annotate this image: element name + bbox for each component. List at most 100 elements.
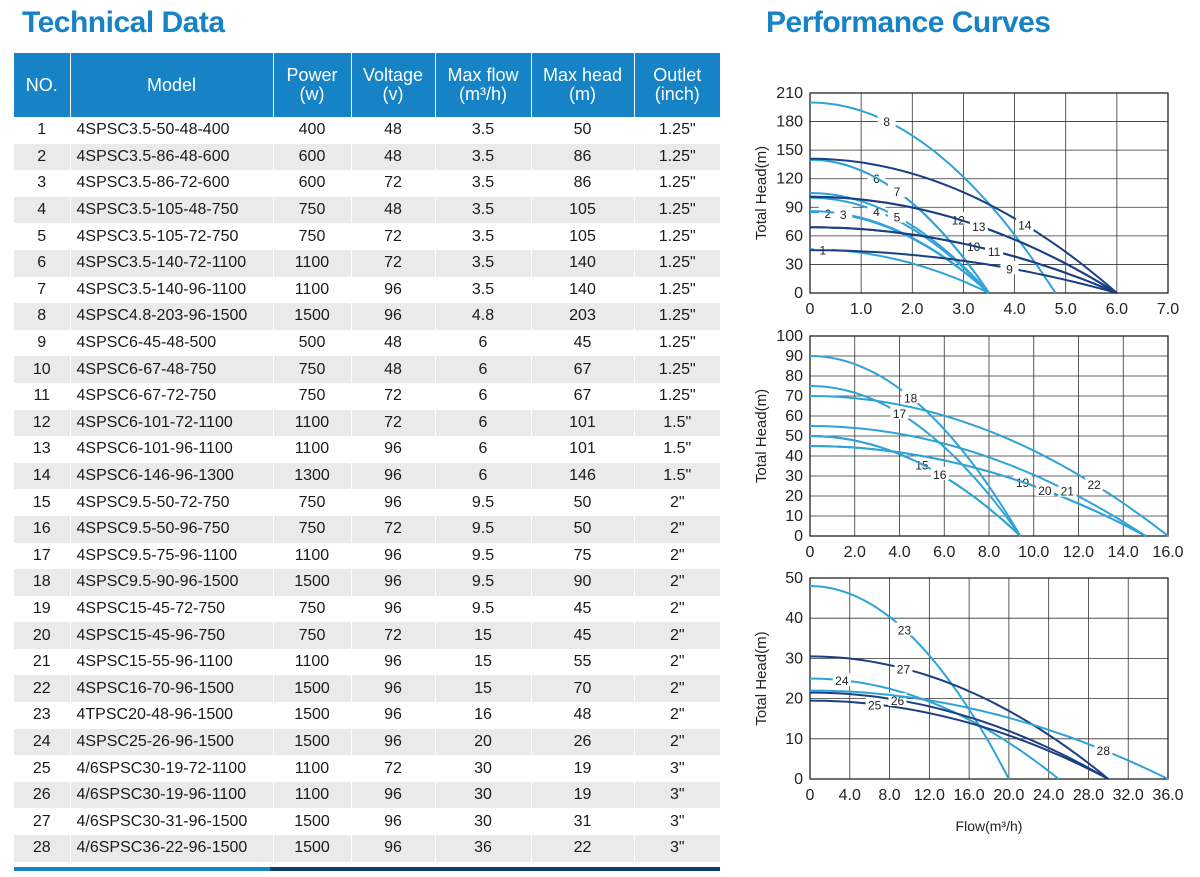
table-row: 23 4TPSC20-48-96-1500 1500 96 16 48 2" <box>14 702 720 729</box>
cell-max-head: 22 <box>530 835 634 862</box>
cell-max-head: 55 <box>530 648 634 676</box>
cell-voltage: 72 <box>350 170 435 197</box>
table-row: 9 4SPSC6-45-48-500 500 48 6 45 1.25" <box>14 329 720 357</box>
y-tick-label: 90 <box>785 348 803 365</box>
cell-no: 11 <box>14 382 70 410</box>
cell-model: 4SPSC6-101-72-1100 <box>69 409 273 437</box>
x-tick-label: 12.0 <box>1063 544 1094 561</box>
header-voltage: Voltage (v) <box>350 53 435 117</box>
curve-16 <box>809 435 1021 537</box>
cell-outlet: 1.5" <box>633 409 720 437</box>
curve-label-bg <box>930 467 949 481</box>
y-tick-label: 40 <box>785 448 803 465</box>
cell-power: 1100 <box>272 276 351 304</box>
y-tick-label: 50 <box>785 570 803 587</box>
cell-max-flow: 6 <box>434 356 531 383</box>
cell-max-flow: 3.5 <box>434 196 531 224</box>
table-row: 10 4SPSC6-67-48-750 750 48 6 67 1.25" <box>14 356 720 383</box>
y-tick-label: 100 <box>776 328 803 345</box>
header-label: Power <box>286 65 338 85</box>
cell-model: 4SPSC9.5-50-72-750 <box>69 489 273 516</box>
cell-voltage: 96 <box>350 595 435 623</box>
cell-max-flow: 36 <box>434 835 531 862</box>
y-tick-label: 0 <box>794 285 803 302</box>
cell-max-flow: 9.5 <box>434 489 531 516</box>
cell-model: 4SPSC6-146-96-1300 <box>69 462 273 490</box>
curve-label: 7 <box>894 185 901 199</box>
cell-power: 1500 <box>272 835 351 862</box>
cell-no: 13 <box>14 436 70 463</box>
header-label: Model <box>146 74 197 95</box>
cell-no: 16 <box>14 515 70 543</box>
cell-no: 2 <box>14 143 70 171</box>
cell-model: 4SPSC3.5-105-48-750 <box>69 196 273 224</box>
curve-label: 26 <box>891 694 905 708</box>
x-tick-label: 7.0 <box>1157 301 1179 318</box>
cell-max-flow: 20 <box>434 728 531 756</box>
curve-label: 24 <box>835 674 849 688</box>
performance-chart-3: 0 4.0 8.0 12.0 16.0 20.0 24.0 28.0 32.0 36.0 0 10 20… <box>753 570 1184 834</box>
curve-25 <box>809 699 1109 780</box>
cell-max-head: 140 <box>530 276 634 304</box>
curve-17 <box>809 385 1022 537</box>
cell-power: 750 <box>272 356 351 383</box>
header-max-head: Max head (m) <box>530 53 634 117</box>
curve-22 <box>809 395 1169 537</box>
cell-model: 4SPSC15-55-96-1100 <box>69 648 273 676</box>
y-tick-label: 20 <box>785 691 803 708</box>
cell-outlet: 2" <box>633 542 720 570</box>
cell-outlet: 2" <box>633 675 720 703</box>
table-row: 14 4SPSC6-146-96-1300 1300 96 6 146 1.5" <box>14 462 720 490</box>
cell-no: 25 <box>14 755 70 782</box>
cell-outlet: 1.25" <box>633 303 720 330</box>
cell-max-flow: 3.5 <box>434 170 531 197</box>
table-row: 19 4SPSC15-45-72-750 750 96 9.5 45 2" <box>14 595 720 623</box>
x-tick-label: 4.0 <box>888 544 910 561</box>
y-tick-label: 30 <box>785 256 803 273</box>
cell-voltage: 72 <box>350 382 435 410</box>
cell-outlet: 1.5" <box>633 436 720 463</box>
header-label: Max flow <box>447 65 519 85</box>
cell-outlet: 2" <box>633 595 720 623</box>
table-bottom-rule-dark <box>270 867 720 871</box>
cell-voltage: 96 <box>350 728 435 756</box>
cell-no: 22 <box>14 675 70 703</box>
x-axis-label: Flow(m³/h) <box>956 818 1023 834</box>
x-tick-label: 6.0 <box>933 544 955 561</box>
cell-no: 4 <box>14 196 70 224</box>
cell-voltage: 96 <box>350 542 435 570</box>
cell-max-flow: 6 <box>434 382 531 410</box>
curve-label: 21 <box>1061 485 1075 499</box>
header-model: Model <box>69 53 273 117</box>
header-label: Max head <box>542 65 623 85</box>
curve-20 <box>809 445 1147 537</box>
cell-max-flow: 3.5 <box>434 276 531 304</box>
cell-model: 4SPSC3.5-105-72-750 <box>69 223 273 250</box>
x-tick-label: 6.0 <box>1106 301 1128 318</box>
cell-max-head: 67 <box>530 382 634 410</box>
x-tick-label: 4.0 <box>1003 301 1025 318</box>
cell-power: 1500 <box>272 808 351 836</box>
cell-model: 4SPSC4.8-203-96-1500 <box>69 303 273 330</box>
table-header-row: NO. Model Power (w) Voltage (v) Max flow (m… <box>14 53 720 117</box>
table-row: 11 4SPSC6-67-72-750 750 72 6 67 1.25" <box>14 382 720 410</box>
cell-outlet: 1.25" <box>633 329 720 357</box>
cell-power: 750 <box>272 223 351 250</box>
x-tick-label: 2.0 <box>844 544 866 561</box>
cell-max-head: 50 <box>530 489 634 516</box>
x-tick-label: 1.0 <box>850 301 872 318</box>
performance-curves-title: Performance Curves <box>766 6 1051 39</box>
cell-power: 1100 <box>272 409 351 437</box>
cell-no: 27 <box>14 808 70 836</box>
cell-model: 4SPSC6-67-72-750 <box>69 382 273 410</box>
y-tick-label: 60 <box>785 228 803 245</box>
curve-label-bg <box>969 218 988 232</box>
cell-power: 1500 <box>272 702 351 729</box>
curve-label: 3 <box>840 208 847 222</box>
cell-power: 1500 <box>272 569 351 596</box>
curve-label-bg <box>1035 483 1054 497</box>
x-tick-label: 12.0 <box>914 787 945 804</box>
cell-voltage: 96 <box>350 835 435 862</box>
y-tick-label: 80 <box>785 368 803 385</box>
cell-max-flow: 3.5 <box>434 143 531 171</box>
